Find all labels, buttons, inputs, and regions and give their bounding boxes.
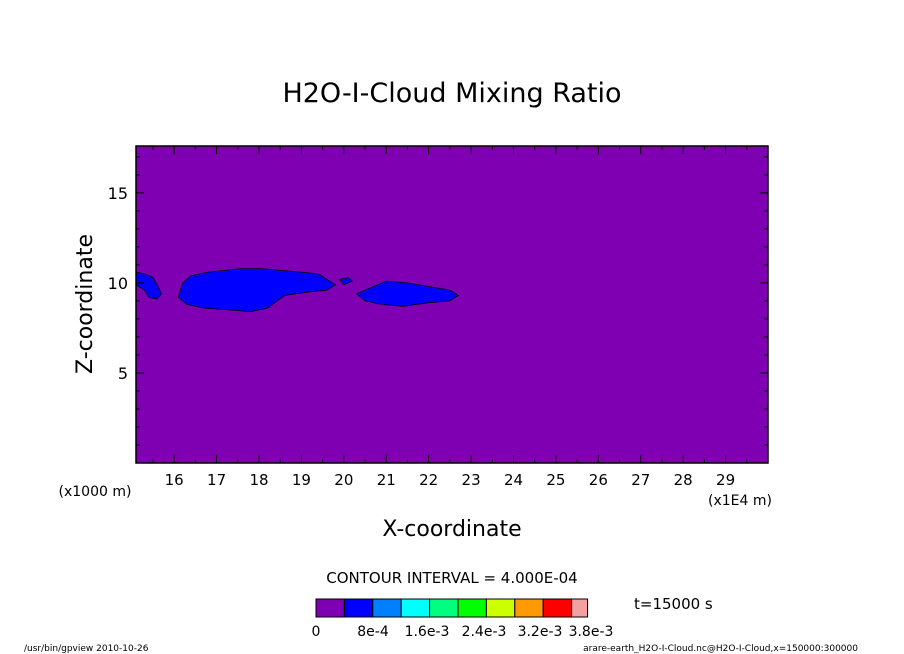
y-tick-label: 5 (118, 364, 128, 383)
x-tick-label: 16 (165, 471, 184, 489)
x-tick-label: 18 (249, 471, 268, 489)
legend-swatch (429, 598, 459, 618)
plot-frame (135, 145, 769, 464)
legend-label: 8e-4 (357, 624, 389, 640)
x-axis-label: X-coordinate (382, 517, 521, 542)
x-tick-label: 19 (292, 471, 311, 489)
legend-label: 0 (312, 624, 321, 640)
x-tick-label: 25 (546, 471, 565, 489)
cloud-region-small (338, 277, 354, 286)
legend-swatch (372, 598, 402, 618)
cloud-region-left (135, 271, 162, 300)
time-label: t=15000 s (634, 595, 713, 613)
color-legend (315, 598, 589, 618)
cloud-layer (135, 268, 460, 313)
legend-label: 3.8e-3 (569, 624, 614, 640)
legend-swatch (343, 598, 374, 618)
x-unit-left: (x1000 m) (59, 484, 132, 500)
x-tick-label: 20 (334, 471, 353, 489)
legend-swatch (514, 598, 544, 618)
legend-swatch (400, 598, 431, 618)
y-axis-ticks: 5 10 15 (108, 156, 768, 446)
cloud-region-right (355, 280, 460, 307)
x-tick-label: 21 (377, 471, 396, 489)
legend-swatch (315, 598, 345, 618)
footer-source: arare-earth_H2O-I-Cloud.nc@H2O-I-Cloud,x… (583, 644, 858, 654)
contour-interval-label: CONTOUR INTERVAL = 4.000E-04 (326, 569, 577, 587)
legend-labels: 0 8e-4 1.6e-3 2.4e-3 3.2e-3 3.8e-3 (312, 624, 614, 640)
chart-title: H2O-I-Cloud Mixing Ratio (282, 78, 621, 109)
footer-program: /usr/bin/gpview 2010-10-26 (24, 644, 149, 654)
x-tick-label: 26 (589, 471, 608, 489)
legend-swatch (485, 598, 516, 618)
cloud-region-main (177, 268, 337, 313)
x-tick-label: 24 (504, 471, 523, 489)
legend-label: 1.6e-3 (405, 624, 450, 640)
x-unit-right: (x1E4 m) (708, 493, 772, 509)
legend-label: 3.2e-3 (518, 624, 563, 640)
x-tick-label: 22 (419, 471, 438, 489)
x-tick-label: 29 (716, 471, 735, 489)
x-tick-label: 23 (462, 471, 481, 489)
y-axis-label: Z-coordinate (73, 234, 98, 374)
y-tick-label: 15 (108, 184, 128, 203)
x-tick-label: 27 (631, 471, 650, 489)
legend-swatch (571, 598, 589, 618)
x-tick-label: 28 (674, 471, 693, 489)
legend-swatch (457, 598, 487, 618)
x-tick-label: 17 (207, 471, 226, 489)
legend-swatch (542, 598, 573, 618)
x-axis-ticks: 16 17 18 19 20 21 22 23 24 25 26 27 28 29 (152, 146, 748, 489)
legend-label: 2.4e-3 (462, 624, 507, 640)
y-tick-label: 10 (108, 274, 128, 293)
